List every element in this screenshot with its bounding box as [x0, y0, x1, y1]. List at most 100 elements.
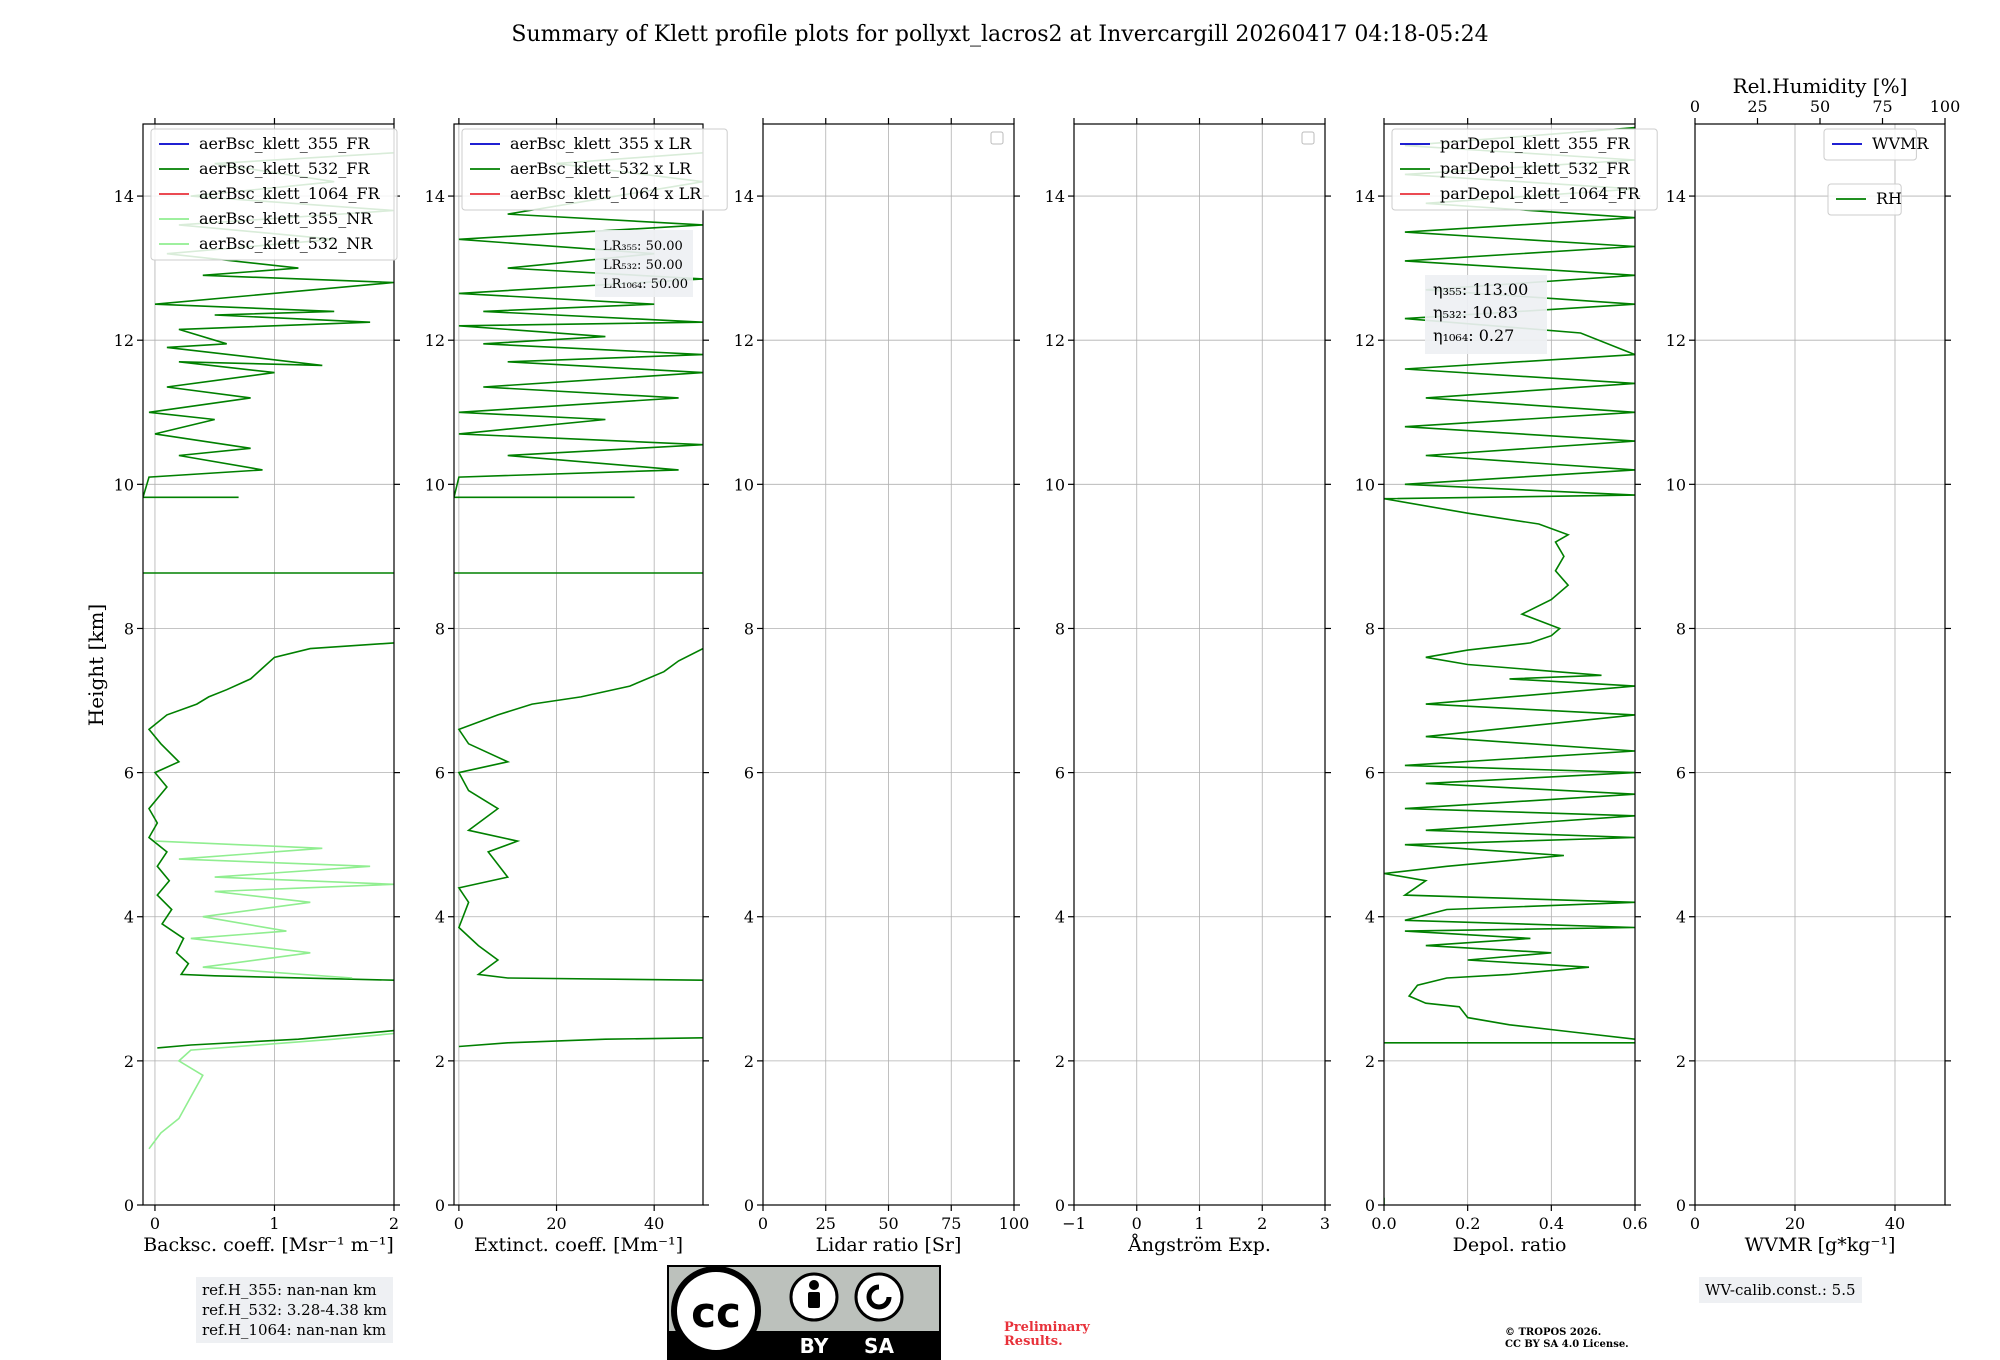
legend-label: aerBsc_klett_532_FR	[199, 159, 370, 178]
cc-by-sa-badge: cc BY SA	[667, 1265, 941, 1360]
y-tick-label: 10	[1666, 475, 1686, 494]
y-tick-label: 8	[1676, 619, 1686, 638]
cc-label: cc	[691, 1288, 741, 1337]
legend-label: parDepol_klett_355_FR	[1440, 134, 1631, 153]
y-tick-label: 4	[435, 908, 445, 927]
preliminary-line-2: Results.	[1004, 1334, 1063, 1349]
y-tick-label: 8	[1055, 619, 1065, 638]
x-axis-label: Ångström Exp.	[1127, 1234, 1271, 1256]
legend-frame	[150, 128, 398, 261]
annotation-box	[1425, 275, 1547, 354]
y-tick-label: 12	[1045, 331, 1065, 350]
x-tick-label: 3	[1320, 1214, 1330, 1233]
x-tick-label: 2	[1257, 1214, 1267, 1233]
cc-icon	[671, 1266, 761, 1356]
x-tick-label: 0.0	[1371, 1214, 1396, 1233]
y-tick-label: 10	[425, 475, 445, 494]
x-axis-label: Extinct. coeff. [Mm⁻¹]	[474, 1234, 683, 1256]
y-tick-label: 0	[124, 1196, 134, 1215]
legend-label: aerBsc_klett_1064_FR	[199, 184, 381, 203]
preliminary-note: Preliminary Results.	[1004, 1321, 1090, 1349]
by-label: BY	[800, 1334, 829, 1358]
x-tick-label: 20	[546, 1214, 566, 1233]
y-tick-label: 10	[114, 475, 134, 494]
legend-label: aerBsc_klett_355 x LR	[510, 134, 692, 153]
x-tick-label: 0	[150, 1214, 160, 1233]
y-tick-label: 12	[114, 331, 134, 350]
y-tick-label: 14	[1666, 187, 1686, 206]
legend-label: WVMR	[1872, 134, 1929, 153]
y-tick-label: 12	[734, 331, 754, 350]
x-tick-label: 0	[1690, 1214, 1700, 1233]
top-x-tick-label: 0	[1690, 97, 1700, 116]
y-tick-label: 4	[124, 908, 134, 927]
y-tick-label: 12	[1666, 331, 1686, 350]
sa-icon	[854, 1272, 904, 1322]
y-tick-label: 6	[1676, 764, 1686, 783]
y-tick-label: 4	[1055, 908, 1065, 927]
y-tick-label: 4	[1676, 908, 1686, 927]
top-x-tick-label: 75	[1872, 97, 1892, 116]
y-tick-label: 14	[1045, 187, 1065, 206]
y-tick-label: 0	[744, 1196, 754, 1215]
ref-height-532: ref.H_532: 3.28-4.38 km	[202, 1301, 387, 1319]
y-tick-label: 6	[1055, 764, 1065, 783]
x-tick-label: 100	[999, 1214, 1030, 1233]
y-tick-label: 2	[1676, 1052, 1686, 1071]
axes-frame	[453, 123, 704, 1206]
y-tick-label: 14	[425, 187, 445, 206]
y-tick-label: 4	[744, 908, 754, 927]
annotation-line: LR₃₅₅: 50.00	[603, 239, 683, 254]
series-aerBsc_klett_532 x LR	[454, 152, 703, 1048]
copyright-note: © TROPOS 2026. CC BY SA 4.0 License.	[1505, 1327, 1629, 1351]
y-tick-label: 2	[1055, 1052, 1065, 1071]
y-tick-label: 12	[425, 331, 445, 350]
copyright-line-2: CC BY SA 4.0 License.	[1505, 1339, 1629, 1350]
x-tick-label: 40	[644, 1214, 664, 1233]
legend-label: aerBsc_klett_1064 x LR	[510, 184, 702, 203]
y-tick-label: 8	[124, 619, 134, 638]
legend-frame	[1823, 128, 1917, 161]
x-tick-label: 0.6	[1622, 1214, 1647, 1233]
y-tick-label: 14	[734, 187, 754, 206]
x-tick-label: 20	[1785, 1214, 1805, 1233]
x-tick-label: 0.4	[1539, 1214, 1564, 1233]
y-tick-label: 8	[744, 619, 754, 638]
y-tick-label: 12	[1355, 331, 1375, 350]
y-tick-label: 6	[435, 764, 445, 783]
x-axis-label: WVMR [g*kg⁻¹]	[1745, 1234, 1896, 1256]
annotation-line: η₃₅₅: 113.00	[1433, 280, 1528, 299]
empty-legend-marker	[990, 131, 1004, 145]
wv-calib-box: WV-calib.const.: 5.5	[1699, 1277, 1862, 1303]
y-tick-label: 4	[1365, 908, 1375, 927]
panel-depol: 0.0 0.2 0.4 0.6 0 2 4 6 8 10 12 14 Depol. ratio parDe…	[1355, 118, 1658, 1256]
axes-frame	[1694, 123, 1946, 1206]
y-tick-label: 0	[435, 1196, 445, 1215]
y-tick-label: 6	[744, 764, 754, 783]
series-aerBsc_klett_532_NR	[148, 840, 394, 1150]
legend-frame	[1391, 128, 1658, 211]
figure-title: Summary of Klett profile plots for polly…	[511, 22, 1489, 47]
annotation-line: LR₅₃₂: 50.00	[603, 258, 683, 273]
x-tick-label: 0	[454, 1214, 464, 1233]
axes-frame	[142, 123, 395, 1206]
panel-wvmr: 0 20 40 0 2 4 6 8 10 12 14 WVMR [g*kg⁻¹] 0 25 50 75 100 R…	[1666, 74, 1961, 1256]
x-tick-label: 75	[941, 1214, 961, 1233]
sa-label: SA	[864, 1334, 894, 1358]
panel-extinction: 0 20 40 0 2 4 6 8 10 12 14 Extinct. coeff. [Mm⁻¹] ae…	[425, 118, 728, 1256]
annotation-box	[595, 230, 693, 297]
annotation-line: η₁₀₆₄: 0.27	[1433, 326, 1514, 345]
x-axis-label: Backsc. coeff. [Msr⁻¹ m⁻¹]	[143, 1234, 394, 1256]
y-tick-label: 2	[1365, 1052, 1375, 1071]
y-tick-label: 6	[1365, 764, 1375, 783]
reference-height-box: ref.H_355: nan-nan km ref.H_532: 3.28-4.…	[196, 1277, 393, 1343]
x-tick-label: 50	[878, 1214, 898, 1233]
x-tick-label: 40	[1885, 1214, 1905, 1233]
by-icon-head	[809, 1280, 819, 1290]
y-tick-label: 14	[1355, 187, 1375, 206]
preliminary-line-1: Preliminary	[1004, 1320, 1090, 1335]
y-tick-label: 0	[1676, 1196, 1686, 1215]
y-axis-label: Height [km]	[84, 604, 108, 726]
x-tick-label: 0	[758, 1214, 768, 1233]
